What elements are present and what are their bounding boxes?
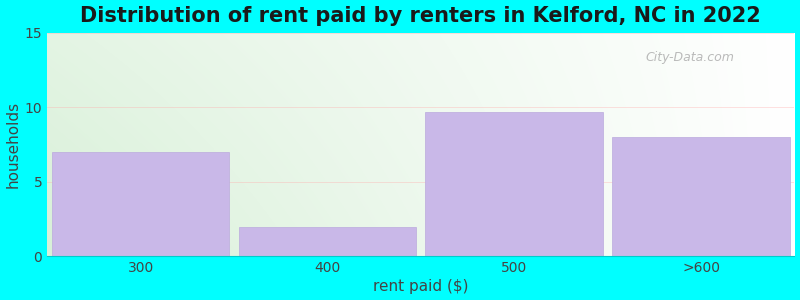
Bar bbox=[426, 112, 603, 256]
Y-axis label: households: households bbox=[6, 101, 21, 188]
X-axis label: rent paid ($): rent paid ($) bbox=[373, 279, 469, 294]
Bar bbox=[52, 152, 230, 256]
Title: Distribution of rent paid by renters in Kelford, NC in 2022: Distribution of rent paid by renters in … bbox=[81, 6, 762, 26]
Bar bbox=[238, 226, 416, 256]
Bar bbox=[612, 137, 790, 256]
Text: City-Data.com: City-Data.com bbox=[645, 51, 734, 64]
